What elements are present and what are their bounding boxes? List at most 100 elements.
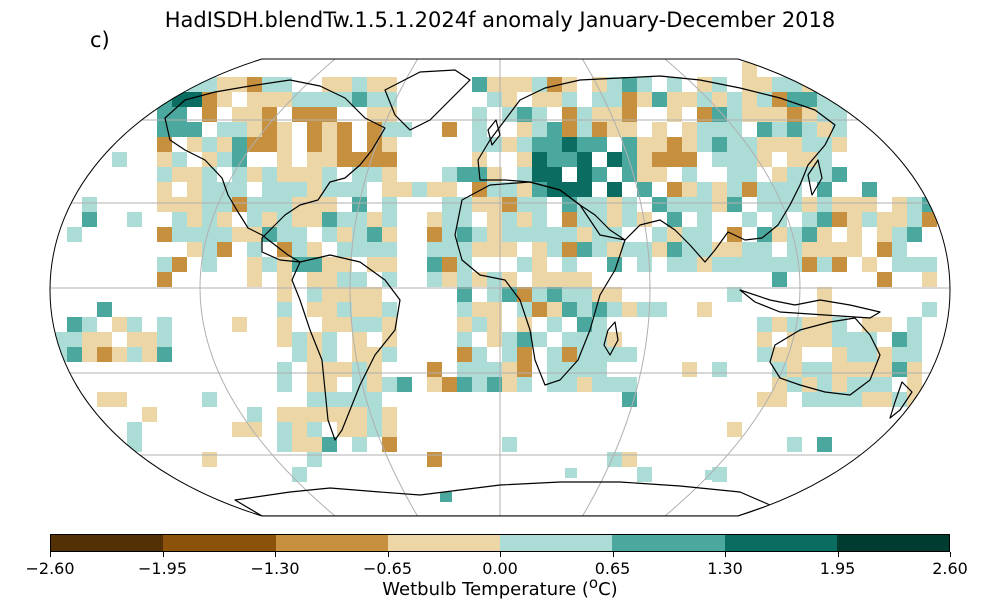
anomaly-cell	[562, 257, 577, 272]
anomaly-cell	[892, 257, 907, 272]
anomaly-cell	[277, 212, 292, 227]
anomaly-cell	[82, 332, 97, 347]
anomaly-cell	[337, 182, 352, 197]
anomaly-cell	[202, 152, 217, 167]
anomaly-cell	[772, 167, 787, 182]
anomaly-cell	[292, 422, 307, 437]
anomaly-cell	[232, 317, 247, 332]
anomaly-cell	[832, 77, 847, 92]
anomaly-cell	[352, 167, 367, 182]
anomaly-cell	[382, 332, 397, 347]
anomaly-cell	[562, 272, 577, 287]
anomaly-cell	[892, 197, 907, 212]
anomaly-cell	[577, 272, 592, 287]
anomaly-cell	[832, 122, 847, 137]
anomaly-cell	[547, 302, 562, 317]
anomaly-cell	[802, 362, 817, 377]
anomaly-cell	[862, 182, 877, 197]
colorbar-tick	[50, 552, 51, 557]
anomaly-cell	[832, 107, 847, 122]
anomaly-cell	[832, 167, 847, 182]
anomaly-cell	[337, 77, 352, 92]
anomaly-cell	[262, 257, 277, 272]
anomaly-cell	[682, 92, 697, 107]
anomaly-cell	[637, 167, 652, 182]
anomaly-cell	[487, 317, 502, 332]
anomaly-cell	[247, 122, 262, 137]
anomaly-cell	[847, 377, 862, 392]
anomaly-cell	[487, 242, 502, 257]
anomaly-cell	[187, 167, 202, 182]
anomaly-cell	[157, 272, 172, 287]
anomaly-cell	[352, 212, 367, 227]
anomaly-cell	[817, 197, 832, 212]
anomaly-cell	[487, 167, 502, 182]
anomaly-cell	[892, 227, 907, 242]
anomaly-cell	[622, 137, 637, 152]
anomaly-cell	[277, 302, 292, 317]
anomaly-cell	[622, 377, 637, 392]
anomaly-cell	[802, 122, 817, 137]
anomaly-cell	[172, 227, 187, 242]
anomaly-cell	[772, 377, 787, 392]
colorbar-tick	[500, 552, 501, 557]
colorbar-tick-label: −1.30	[250, 559, 300, 578]
anomaly-cell	[202, 242, 217, 257]
anomaly-cell	[787, 437, 802, 452]
anomaly-cell	[622, 197, 637, 212]
anomaly-cell	[82, 197, 97, 212]
anomaly-cell	[247, 212, 262, 227]
anomaly-cell	[382, 377, 397, 392]
anomaly-cell	[217, 212, 232, 227]
anomaly-cell	[442, 212, 457, 227]
anomaly-cell	[712, 182, 727, 197]
anomaly-cell	[217, 152, 232, 167]
anomaly-cell	[322, 257, 337, 272]
anomaly-cell	[772, 227, 787, 242]
anomaly-cell	[487, 227, 502, 242]
anomaly-cell	[502, 272, 517, 287]
anomaly-cell	[172, 167, 187, 182]
anomaly-cell	[682, 197, 697, 212]
colorbar-tick-label: 2.60	[932, 559, 968, 578]
anomaly-cell	[337, 257, 352, 272]
anomaly-cell	[232, 107, 247, 122]
anomaly-cell	[472, 362, 487, 377]
anomaly-cell	[562, 242, 577, 257]
anomaly-cell	[622, 152, 637, 167]
anomaly-cell	[757, 197, 772, 212]
anomaly-cell	[277, 362, 292, 377]
anomaly-cell	[532, 167, 547, 182]
anomaly-cell	[487, 92, 502, 107]
anomaly-cell	[705, 470, 717, 480]
anomaly-cell	[757, 392, 772, 407]
anomaly-cell	[352, 377, 367, 392]
anomaly-cell	[682, 167, 697, 182]
anomaly-cell	[502, 137, 517, 152]
anomaly-cell	[202, 107, 217, 122]
anomaly-cell	[712, 137, 727, 152]
anomaly-cell	[787, 377, 802, 392]
anomaly-cell	[247, 197, 262, 212]
anomaly-cell	[382, 212, 397, 227]
anomaly-cell	[532, 257, 547, 272]
anomaly-cell	[397, 377, 412, 392]
anomaly-cell	[772, 392, 787, 407]
anomaly-cell	[217, 137, 232, 152]
anomaly-cell	[727, 107, 742, 122]
anomaly-cell	[367, 122, 382, 137]
anomaly-cell	[322, 167, 337, 182]
colorbar-segment	[836, 535, 949, 551]
meridian-line	[349, 59, 418, 516]
coastline-greenland	[384, 69, 471, 131]
anomaly-cell	[262, 122, 277, 137]
anomaly-cell	[667, 242, 682, 257]
anomaly-cell	[232, 77, 247, 92]
anomaly-cell	[817, 77, 832, 92]
anomaly-cell	[892, 392, 907, 407]
anomaly-cell	[307, 437, 322, 452]
anomaly-cell	[592, 362, 607, 377]
anomaly-cell	[457, 302, 472, 317]
anomaly-cell	[382, 347, 397, 362]
colorbar-tick-label: 0.00	[482, 559, 518, 578]
